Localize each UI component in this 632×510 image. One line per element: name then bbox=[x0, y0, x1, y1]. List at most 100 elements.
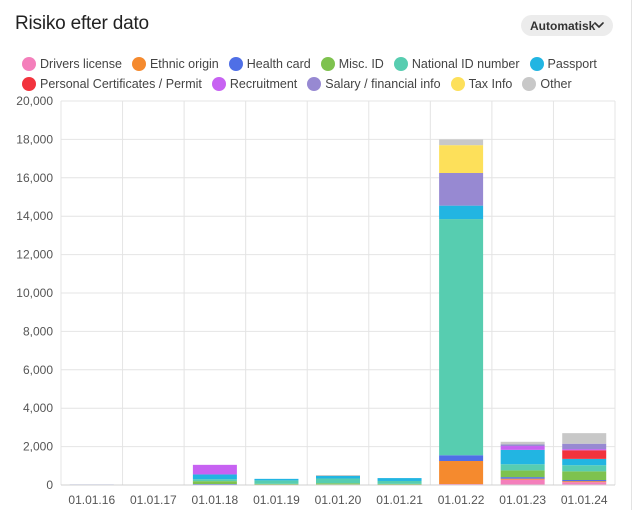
period-dropdown-label: Automatisk bbox=[530, 18, 596, 33]
legend-item-salary-financial-info[interactable]: Salary / financial info bbox=[307, 77, 441, 91]
bar-segment-misc-id[interactable] bbox=[254, 483, 299, 485]
x-tick-label: 01.01.24 bbox=[561, 493, 608, 507]
y-tick-label: 20,000 bbox=[16, 94, 53, 108]
bar-segment-national-id-number[interactable] bbox=[254, 480, 299, 484]
legend-swatch bbox=[320, 57, 335, 71]
legend-item-personal-certificates-permit[interactable]: Personal Certificates / Permit bbox=[22, 77, 202, 91]
x-tick-label: 01.01.17 bbox=[130, 493, 177, 507]
legend-swatch bbox=[529, 57, 544, 71]
legend-item-drivers-license[interactable]: Drivers license bbox=[22, 57, 122, 71]
bar-segment-other[interactable] bbox=[316, 475, 360, 476]
bar-segment-salary-financial-info[interactable] bbox=[562, 443, 607, 450]
bar-stack-01.01.20 bbox=[316, 475, 360, 485]
bar-segment-health-card[interactable] bbox=[500, 477, 545, 479]
bar-segment-national-id-number[interactable] bbox=[500, 464, 545, 471]
y-tick-label: 0 bbox=[46, 478, 53, 492]
y-tick-label: 14,000 bbox=[16, 209, 53, 223]
y-tick-label: 18,000 bbox=[16, 132, 53, 146]
x-tick-label: 01.01.23 bbox=[499, 493, 546, 507]
legend-swatch bbox=[131, 57, 146, 71]
legend-item-passport[interactable]: Passport bbox=[529, 57, 597, 71]
chevron-down-icon bbox=[594, 22, 604, 28]
bar-segment-personal-certificates-permit[interactable] bbox=[562, 450, 607, 459]
legend-label: Personal Certificates / Permit bbox=[40, 77, 202, 91]
bar-segment-drivers-license[interactable] bbox=[500, 479, 545, 485]
y-tick-label: 8,000 bbox=[23, 324, 53, 338]
legend-label: Salary / financial info bbox=[325, 77, 441, 91]
bar-segment-misc-id[interactable] bbox=[562, 471, 607, 481]
bar-segment-ethnic-origin[interactable] bbox=[562, 481, 607, 483]
bar-segment-passport[interactable] bbox=[439, 205, 484, 220]
bar-segment-drivers-license[interactable] bbox=[562, 482, 607, 485]
x-tick-label: 01.01.20 bbox=[315, 493, 362, 507]
legend-label: National ID number bbox=[411, 57, 520, 71]
bar-segment-passport[interactable] bbox=[377, 478, 422, 481]
bar-segment-recruitment[interactable] bbox=[562, 449, 607, 451]
chart-legend: Drivers license Ethnic origin Health card M… bbox=[22, 57, 622, 91]
bar-segment-national-id-number[interactable] bbox=[192, 479, 237, 482]
legend-swatch bbox=[211, 77, 226, 91]
y-tick-label: 12,000 bbox=[16, 248, 53, 262]
bar-segment-national-id-number[interactable] bbox=[439, 219, 484, 456]
legend-item-other[interactable]: Other bbox=[522, 77, 572, 91]
bar-segment-health-card[interactable] bbox=[562, 480, 607, 482]
bar-segment-national-id-number[interactable] bbox=[316, 478, 360, 484]
x-tick-label: 01.01.22 bbox=[438, 493, 485, 507]
legend-swatch bbox=[22, 77, 36, 91]
legend-swatch bbox=[450, 77, 465, 91]
bar-segment-misc-id[interactable] bbox=[377, 483, 422, 485]
bar-segment-misc-id[interactable] bbox=[316, 483, 360, 485]
legend-swatch bbox=[228, 57, 243, 71]
bar-segment-national-id-number[interactable] bbox=[562, 465, 607, 472]
legend-item-tax-info[interactable]: Tax Info bbox=[450, 77, 512, 91]
legend-item-ethnic-origin[interactable]: Ethnic origin bbox=[131, 57, 219, 71]
legend-label: Ethnic origin bbox=[149, 57, 219, 71]
y-tick-label: 4,000 bbox=[23, 401, 53, 415]
bar-segment-passport[interactable] bbox=[316, 475, 360, 479]
y-tick-label: 2,000 bbox=[23, 440, 53, 454]
legend-label: Misc. ID bbox=[338, 57, 384, 71]
bar-segment-tax-info[interactable] bbox=[439, 145, 484, 173]
x-tick-label: 01.01.18 bbox=[192, 493, 239, 507]
legend-label: Drivers license bbox=[40, 57, 122, 71]
bar-stack-01.01.24 bbox=[562, 433, 607, 485]
bar-segment-health-card[interactable] bbox=[439, 455, 484, 461]
bar-segment-health-card[interactable] bbox=[192, 484, 237, 485]
bar-segment-salary-financial-info[interactable] bbox=[500, 444, 545, 447]
bar-segment-salary-financial-info[interactable] bbox=[439, 173, 484, 206]
legend-label: Other bbox=[540, 77, 572, 91]
y-tick-label: 10,000 bbox=[16, 286, 53, 300]
bar-segment-national-id-number[interactable] bbox=[377, 480, 422, 484]
bar-stack-01.01.21 bbox=[377, 478, 422, 485]
bar-segment-ethnic-origin[interactable] bbox=[500, 478, 545, 480]
legend-item-misc-id[interactable]: Misc. ID bbox=[320, 57, 384, 71]
bar-segment-misc-id[interactable] bbox=[500, 470, 545, 478]
x-tick-label: 01.01.21 bbox=[376, 493, 423, 507]
legend-item-national-id-number[interactable]: National ID number bbox=[393, 57, 520, 71]
bar-segment-other[interactable] bbox=[562, 433, 607, 444]
legend-swatch bbox=[522, 77, 537, 91]
bar-stack-01.01.19 bbox=[254, 478, 299, 485]
bar-segment-other[interactable] bbox=[439, 139, 484, 146]
bar-segment-passport[interactable] bbox=[254, 478, 299, 481]
legend-swatch bbox=[393, 57, 408, 71]
bar-segment-recruitment[interactable] bbox=[500, 446, 545, 450]
bar-segment-other[interactable] bbox=[500, 441, 545, 445]
legend-item-recruitment[interactable]: Recruitment bbox=[211, 77, 297, 91]
bar-stack-01.01.18 bbox=[192, 464, 237, 486]
legend-item-health-card[interactable]: Health card bbox=[228, 57, 311, 71]
bar-segment-misc-id[interactable] bbox=[192, 481, 237, 485]
chart-title: Risiko efter dato bbox=[15, 13, 149, 34]
y-tick-label: 16,000 bbox=[16, 171, 53, 185]
bar-segment-passport[interactable] bbox=[192, 474, 237, 480]
bar-segment-passport[interactable] bbox=[500, 449, 545, 465]
bar-stack-01.01.23 bbox=[500, 441, 545, 485]
bar-segment-recruitment[interactable] bbox=[192, 464, 237, 475]
bar-stack-01.01.22 bbox=[439, 139, 484, 485]
bar-segment-passport[interactable] bbox=[562, 458, 607, 466]
x-tick-label: 01.01.19 bbox=[253, 493, 300, 507]
bar-segment-ethnic-origin[interactable] bbox=[439, 461, 484, 485]
y-tick-label: 6,000 bbox=[23, 363, 53, 377]
period-dropdown[interactable]: Automatisk bbox=[521, 15, 613, 36]
